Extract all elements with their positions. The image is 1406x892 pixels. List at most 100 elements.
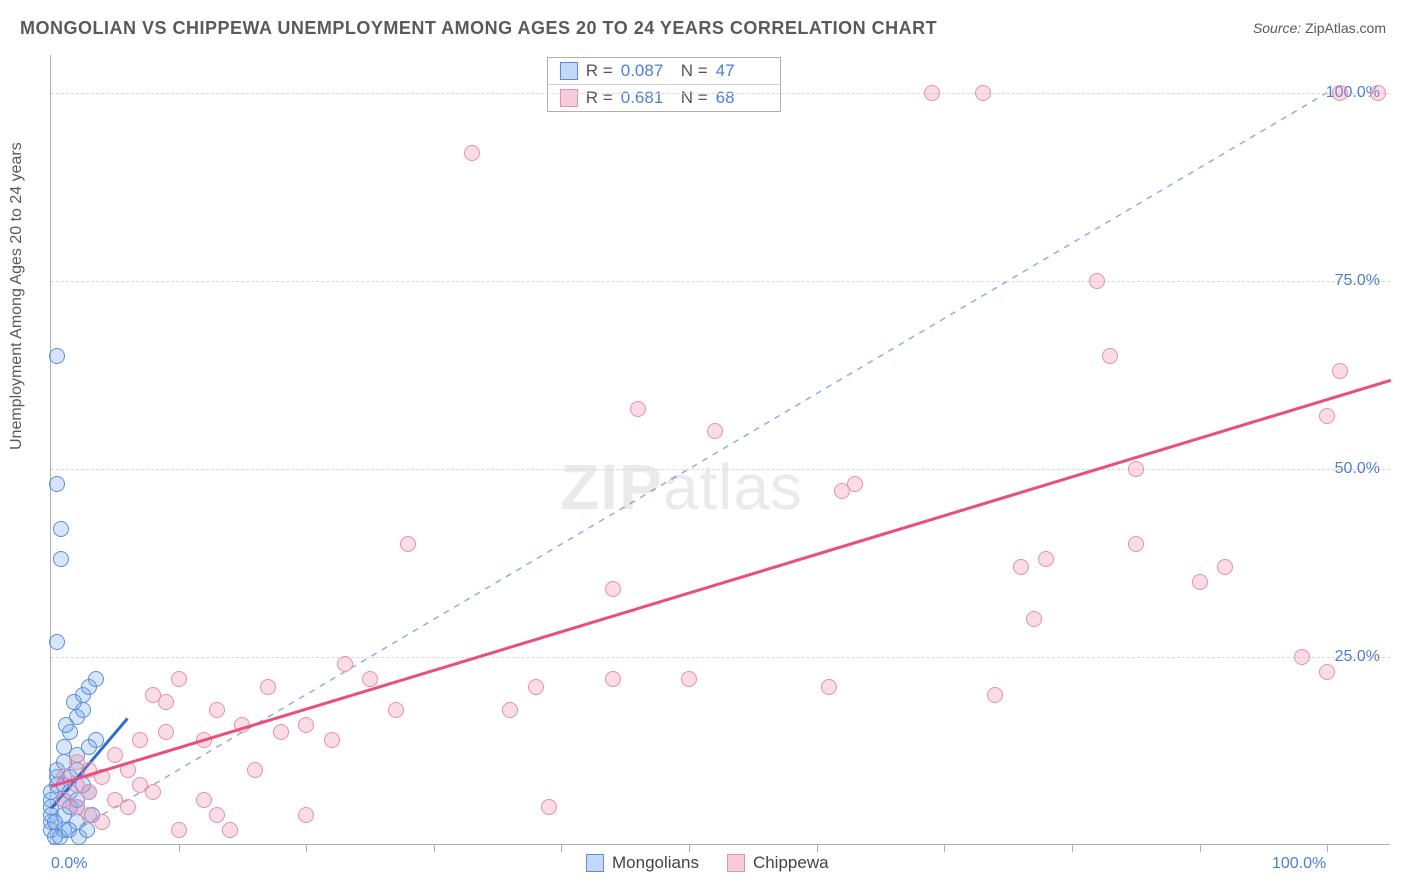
x-tick (434, 844, 435, 852)
data-point-b (1370, 85, 1386, 101)
data-point-b (260, 679, 276, 695)
data-point-b (209, 702, 225, 718)
x-tick (561, 844, 562, 852)
n-value-mongolians: 47 (716, 61, 768, 81)
data-point-b (400, 536, 416, 552)
data-point-b (1332, 363, 1348, 379)
data-point-b (209, 807, 225, 823)
data-point-a (49, 634, 65, 650)
x-tick (1200, 844, 1201, 852)
x-tick (1072, 844, 1073, 852)
data-point-b (924, 85, 940, 101)
data-point-b (1089, 273, 1105, 289)
data-point-b (502, 702, 518, 718)
x-tick (1327, 844, 1328, 852)
data-point-b (605, 671, 621, 687)
data-point-a (53, 521, 69, 537)
swatch-chippewa (727, 854, 745, 872)
data-point-b (605, 581, 621, 597)
data-point-b (158, 724, 174, 740)
r-label: R = (586, 61, 613, 81)
data-point-b (107, 747, 123, 763)
legend-item-chippewa: Chippewa (727, 853, 829, 873)
data-point-b (171, 671, 187, 687)
data-point-b (1038, 551, 1054, 567)
trend-line-b (51, 379, 1392, 788)
gridline (51, 657, 1390, 658)
data-point-b (145, 784, 161, 800)
gridline (51, 469, 1390, 470)
stats-row-chippewa: R = 0.681 N = 68 (548, 84, 780, 111)
legend: Mongolians Chippewa (586, 853, 829, 873)
data-point-b (1013, 559, 1029, 575)
data-point-b (1332, 85, 1348, 101)
x-tick (306, 844, 307, 852)
correlation-stats-box: R = 0.087 N = 47 R = 0.681 N = 68 (547, 57, 781, 112)
data-point-b (821, 679, 837, 695)
n-label: N = (681, 88, 708, 108)
data-point-b (1319, 408, 1335, 424)
plot-area: ZIPatlas R = 0.087 N = 47 R = 0.681 N = … (50, 55, 1390, 845)
data-point-a (49, 348, 65, 364)
data-point-b (975, 85, 991, 101)
data-point-a (53, 551, 69, 567)
data-point-b (1192, 574, 1208, 590)
data-point-b (324, 732, 340, 748)
data-point-b (541, 799, 557, 815)
data-point-b (298, 717, 314, 733)
data-point-b (1102, 348, 1118, 364)
r-label: R = (586, 88, 613, 108)
data-point-b (1128, 461, 1144, 477)
x-tick-label: 100.0% (1272, 855, 1326, 873)
data-point-b (120, 799, 136, 815)
gridline (51, 281, 1390, 282)
x-tick (179, 844, 180, 852)
n-label: N = (681, 61, 708, 81)
data-point-b (528, 679, 544, 695)
x-tick (817, 844, 818, 852)
data-point-b (337, 656, 353, 672)
data-point-b (362, 671, 378, 687)
data-point-b (171, 822, 187, 838)
source-label: Source: (1253, 20, 1301, 36)
legend-label-mongolians: Mongolians (612, 853, 699, 873)
swatch-mongolians (560, 62, 578, 80)
y-tick-label: 25.0% (1335, 648, 1380, 666)
data-point-b (1217, 559, 1233, 575)
data-point-b (158, 694, 174, 710)
data-point-b (132, 732, 148, 748)
data-point-b (388, 702, 404, 718)
data-point-b (681, 671, 697, 687)
data-point-b (222, 822, 238, 838)
data-point-b (1128, 536, 1144, 552)
data-point-a (58, 717, 74, 733)
legend-label-chippewa: Chippewa (753, 853, 829, 873)
data-point-b (707, 423, 723, 439)
stats-row-mongolians: R = 0.087 N = 47 (548, 58, 780, 84)
x-tick (944, 844, 945, 852)
data-point-b (298, 807, 314, 823)
y-tick-label: 50.0% (1335, 460, 1380, 478)
chart-title: MONGOLIAN VS CHIPPEWA UNEMPLOYMENT AMONG… (20, 18, 937, 39)
data-point-b (464, 145, 480, 161)
data-point-a (49, 476, 65, 492)
data-point-b (1026, 611, 1042, 627)
x-tick-label: 0.0% (51, 855, 87, 873)
r-value-mongolians: 0.087 (621, 61, 673, 81)
data-point-a (88, 671, 104, 687)
data-point-b (847, 476, 863, 492)
data-point-a (79, 822, 95, 838)
legend-item-mongolians: Mongolians (586, 853, 699, 873)
data-point-b (987, 687, 1003, 703)
data-point-b (94, 814, 110, 830)
y-axis-label: Unemployment Among Ages 20 to 24 years (8, 142, 26, 450)
source-attribution: Source: ZipAtlas.com (1253, 20, 1386, 36)
r-value-chippewa: 0.681 (621, 88, 673, 108)
data-point-b (196, 792, 212, 808)
data-point-b (273, 724, 289, 740)
data-point-b (247, 762, 263, 778)
data-point-b (630, 401, 646, 417)
data-point-a (66, 694, 82, 710)
data-point-b (1319, 664, 1335, 680)
x-tick (689, 844, 690, 852)
